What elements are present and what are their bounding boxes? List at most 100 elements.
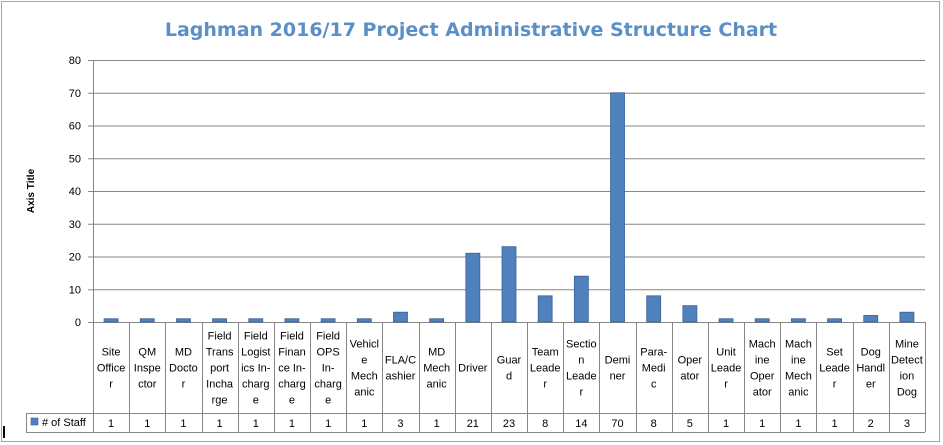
category-label: anic xyxy=(354,387,375,399)
chart-title: Laghman 2016/17 Project Administrative S… xyxy=(165,19,777,41)
category-label: Detect xyxy=(891,355,923,367)
category-label: ator xyxy=(753,387,772,399)
bar xyxy=(356,318,372,323)
data-table-value: 5 xyxy=(687,418,693,430)
data-table-value: 21 xyxy=(467,418,479,430)
category-label: port xyxy=(210,363,229,375)
category-label: Field xyxy=(316,331,340,343)
y-axis-title: Axis Title xyxy=(26,168,37,213)
gridlines xyxy=(88,60,925,323)
category-label: ine xyxy=(755,355,770,367)
bar xyxy=(103,318,119,323)
y-tick-label: 40 xyxy=(69,186,81,198)
data-table-value: 1 xyxy=(832,418,838,430)
bar xyxy=(393,311,408,323)
data-table-value: 8 xyxy=(542,418,548,430)
category-label: ator xyxy=(680,371,699,383)
bar xyxy=(754,318,770,323)
y-tick-label: 0 xyxy=(75,317,81,329)
y-tick-label: 60 xyxy=(69,121,81,133)
category-label: Leade xyxy=(530,363,561,375)
category-label: Mine xyxy=(895,339,919,351)
category-label: Site xyxy=(102,347,121,359)
data-table-value: 2 xyxy=(868,418,874,430)
category-label: Trans xyxy=(206,347,234,359)
data-table-value: 1 xyxy=(144,418,150,430)
category-label: Oper xyxy=(678,355,703,367)
bar xyxy=(212,318,228,323)
bar xyxy=(646,295,662,323)
category-label: MD xyxy=(428,347,445,359)
category-label: In- xyxy=(322,363,335,375)
category-label: Field xyxy=(280,331,304,343)
data-table-value: 14 xyxy=(575,418,587,430)
bar xyxy=(139,318,155,323)
category-label: Logist xyxy=(241,347,270,359)
category-label: ce In- xyxy=(278,363,306,375)
bar xyxy=(284,318,300,323)
category-label: Para- xyxy=(640,347,667,359)
bar xyxy=(248,318,264,323)
bar xyxy=(573,275,589,323)
category-label: r xyxy=(543,379,547,391)
category-label: ctor xyxy=(138,379,157,391)
data-table-value: 1 xyxy=(723,418,729,430)
bar xyxy=(863,315,879,323)
category-label: Finan xyxy=(278,347,306,359)
category-label: n xyxy=(578,355,584,367)
category-label: Medi xyxy=(642,363,666,375)
y-tick-label: 50 xyxy=(69,153,81,165)
category-label: c xyxy=(651,379,657,391)
y-tick-label: 70 xyxy=(69,88,81,100)
data-table-value: 1 xyxy=(759,418,765,430)
category-label: QM xyxy=(138,347,156,359)
data-table-value: 3 xyxy=(904,418,910,430)
category-label: charg xyxy=(314,379,342,391)
category-label: er xyxy=(866,379,876,391)
category-label: Field xyxy=(208,331,232,343)
category-label: r xyxy=(724,379,728,391)
y-tick-label: 30 xyxy=(69,219,81,231)
bar xyxy=(465,252,481,323)
category-label: ine xyxy=(791,355,806,367)
category-label: Office xyxy=(97,363,126,375)
data-table-value: 1 xyxy=(180,418,186,430)
category-label: Dog xyxy=(861,347,881,359)
bar xyxy=(718,318,734,323)
y-tick-label: 20 xyxy=(69,252,81,264)
category-label: ashier xyxy=(385,371,415,383)
category-label: anic xyxy=(788,387,809,399)
category-label: Set xyxy=(826,347,843,359)
legend-swatch xyxy=(30,417,39,426)
category-label: Leade xyxy=(566,371,597,383)
category-label: Handl xyxy=(856,363,885,375)
bar xyxy=(610,92,625,323)
category-label: Driver xyxy=(458,363,488,375)
bar xyxy=(176,318,191,323)
data-table-value: 1 xyxy=(253,418,259,430)
category-label: Mech xyxy=(351,371,378,383)
category-label: Leade xyxy=(819,363,850,375)
category-label: r xyxy=(182,379,186,391)
category-label: Mech xyxy=(423,363,450,375)
category-label: Oper xyxy=(750,371,775,383)
category-label: MD xyxy=(175,347,192,359)
data-table-value: 8 xyxy=(651,418,657,430)
bar xyxy=(501,246,517,323)
category-label: Sectio xyxy=(566,339,597,351)
bar xyxy=(899,311,915,323)
data-table-value: 23 xyxy=(503,418,515,430)
bar xyxy=(682,305,698,323)
category-label: ics In- xyxy=(241,363,271,375)
bar xyxy=(827,318,842,323)
data-table-value: 1 xyxy=(434,418,440,430)
category-label: Unit xyxy=(716,347,736,359)
bar xyxy=(429,318,445,323)
category-label: e xyxy=(361,355,367,367)
bar xyxy=(537,295,553,323)
category-label: ion xyxy=(900,371,915,383)
text-cursor-icon xyxy=(3,426,5,438)
data-table: Site Office r QM Inspe ctor MD Docto r Field Trans… xyxy=(3,322,926,438)
category-label: rge xyxy=(212,395,228,407)
